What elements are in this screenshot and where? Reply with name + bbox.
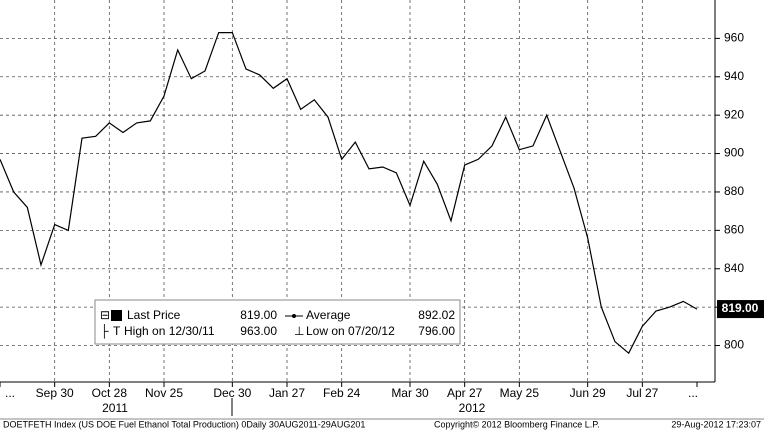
legend-name: Average bbox=[306, 308, 351, 322]
legend-value: 892.02 bbox=[418, 308, 455, 322]
y-tick-label: 960 bbox=[724, 31, 744, 45]
year-label: 2012 bbox=[459, 401, 486, 415]
x-tick-label: ... bbox=[688, 386, 698, 400]
y-tick-label: 880 bbox=[724, 184, 744, 198]
x-tick-label: Jun 29 bbox=[570, 386, 606, 400]
x-tick-label: ... bbox=[5, 386, 15, 400]
y-tick-label: 900 bbox=[724, 146, 744, 160]
x-tick-label: May 25 bbox=[500, 386, 540, 400]
x-tick-label: Mar 30 bbox=[391, 386, 429, 400]
legend-name: Last Price bbox=[127, 308, 181, 322]
y-tick-label: 860 bbox=[724, 223, 744, 237]
legend: ⊟ ├ T Last Price 819.00 High on 12/30/11… bbox=[94, 299, 461, 345]
x-tick-label: Oct 28 bbox=[92, 386, 128, 400]
year-label: 2011 bbox=[102, 401, 128, 415]
footer-copyright: Copyright© 2012 Bloomberg Finance L.P. bbox=[434, 419, 600, 429]
legend-icon: T bbox=[113, 324, 121, 338]
y-tick-label: 800 bbox=[724, 338, 744, 352]
legend-value: 963.00 bbox=[240, 324, 277, 338]
legend-swatch bbox=[111, 310, 122, 321]
x-tick-label: Jan 27 bbox=[269, 386, 305, 400]
legend-icon: ├ bbox=[100, 324, 109, 339]
legend-icon: ⊟ bbox=[100, 308, 110, 322]
legend-box bbox=[94, 299, 461, 345]
legend-value: 819.00 bbox=[240, 308, 277, 322]
legend-icon bbox=[292, 314, 296, 318]
x-tick-label: Apr 27 bbox=[447, 386, 483, 400]
footer-source: DOETFETH Index (US DOE Fuel Ethanol Tota… bbox=[3, 419, 365, 429]
series-line bbox=[0, 32, 698, 355]
last-price-badge bbox=[717, 300, 764, 319]
x-tick-label: Jul 27 bbox=[626, 386, 658, 400]
x-tick-label: Feb 24 bbox=[323, 386, 361, 400]
legend-name: Low on 07/20/12 bbox=[306, 324, 395, 338]
last-price-label: 819.00 bbox=[722, 301, 759, 315]
footer-timestamp: 29-Aug-2012 17:23:07 bbox=[671, 419, 761, 429]
x-tick-label: Sep 30 bbox=[36, 386, 74, 400]
y-tick-label: 920 bbox=[724, 107, 744, 121]
legend-name: High on 12/30/11 bbox=[124, 324, 215, 338]
legend-icon: ⊥ bbox=[294, 324, 304, 338]
y-tick-label: 940 bbox=[724, 69, 744, 83]
legend-value: 796.00 bbox=[418, 324, 455, 338]
x-tick-label: Nov 25 bbox=[145, 386, 183, 400]
x-tick-label: Dec 30 bbox=[213, 386, 251, 400]
y-tick-label: 840 bbox=[724, 261, 744, 275]
